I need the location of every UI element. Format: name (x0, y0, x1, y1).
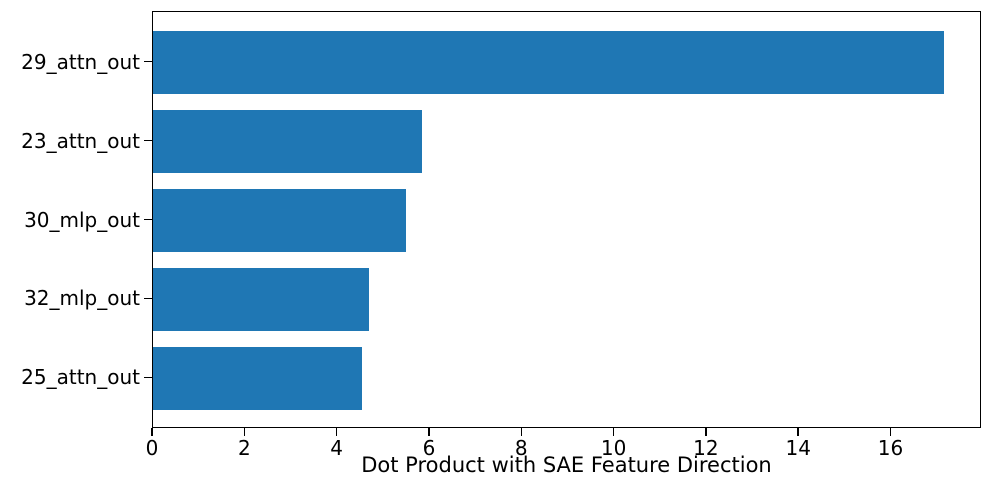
bar-23_attn_out (153, 109, 423, 174)
x-tick-mark (705, 428, 707, 436)
xtick-label: 0 (145, 436, 159, 460)
xtick-label: 14 (785, 436, 811, 460)
x-tick-mark (151, 428, 153, 436)
y-tick-mark (144, 60, 152, 63)
plot-area (152, 11, 981, 428)
x-tick-mark (520, 428, 522, 436)
bar-25_attn_out (153, 346, 363, 411)
x-tick-mark (428, 428, 430, 436)
xtick-label: 10 (600, 436, 627, 460)
y-tick-mark (144, 297, 152, 300)
xtick-label: 12 (693, 436, 719, 460)
x-axis-label: Dot Product with SAE Feature Direction (361, 453, 772, 477)
bar-32_mlp_out (153, 267, 369, 332)
bar-30_mlp_out (153, 188, 407, 253)
x-tick-mark (797, 428, 799, 436)
x-tick-mark (243, 428, 246, 436)
xtick-label: 2 (237, 436, 251, 460)
ytick-label: 23_attn_out (21, 128, 140, 153)
xtick-label: 16 (877, 436, 904, 460)
ytick-label: 29_attn_out (21, 49, 140, 74)
y-tick-mark (144, 139, 152, 142)
x-tick-mark (335, 428, 338, 436)
x-tick-mark (889, 428, 892, 436)
x-tick-mark (612, 428, 615, 436)
ytick-label: 30_mlp_out (24, 207, 140, 232)
ytick-label: 25_attn_out (21, 365, 140, 390)
xtick-label: 8 (514, 436, 528, 460)
xtick-label: 4 (330, 436, 343, 460)
y-tick-mark (144, 218, 152, 221)
xtick-label: 6 (422, 436, 436, 460)
y-tick-mark (144, 376, 152, 379)
bar-29_attn_out (153, 30, 944, 95)
ytick-label: 32_mlp_out (24, 286, 140, 311)
